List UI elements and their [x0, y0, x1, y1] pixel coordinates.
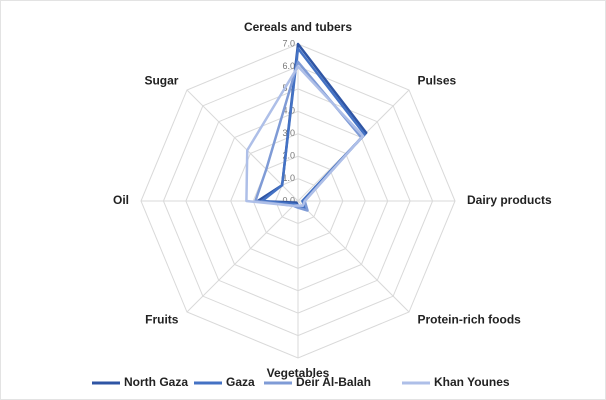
spoke: [186, 200, 299, 313]
category-label: Dairy products: [467, 193, 552, 207]
category-label: Cereals and tubers: [244, 20, 352, 34]
r-tick-label: 0.0: [282, 195, 295, 205]
category-label: Vegetables: [267, 366, 330, 380]
r-tick-label: 6.0: [282, 61, 295, 71]
legend-label: North Gaza: [124, 375, 188, 389]
category-label: Pulses: [418, 74, 457, 88]
series-line: [245, 65, 365, 208]
spoke: [186, 89, 299, 202]
legend-label: Gaza: [226, 375, 255, 389]
category-label: Oil: [113, 193, 129, 207]
r-tick-label: 7.0: [282, 38, 295, 48]
legend-label: Deir Al-Balah: [296, 375, 371, 389]
category-label: Protein-rich foods: [418, 313, 522, 327]
r-tick-label: 1.0: [282, 173, 295, 183]
r-tick-label: 5.0: [282, 83, 295, 93]
category-label: Sugar: [144, 74, 178, 88]
r-tick-label: 2.0: [282, 151, 295, 161]
spoke: [297, 200, 410, 313]
category-label: Fruits: [145, 313, 179, 327]
legend-label: Khan Younes: [434, 375, 510, 389]
r-tick-label: 4.0: [282, 106, 295, 116]
